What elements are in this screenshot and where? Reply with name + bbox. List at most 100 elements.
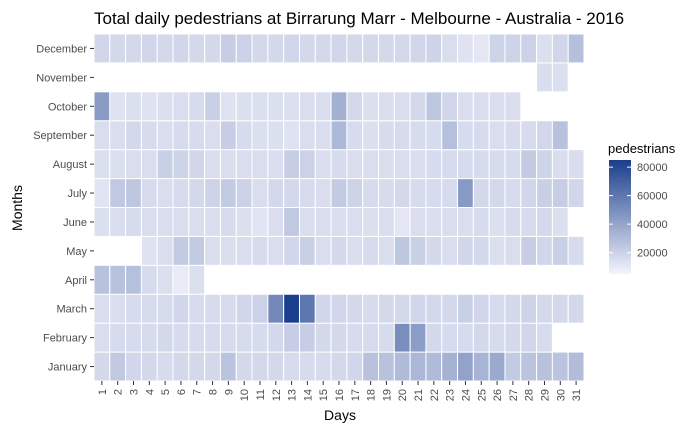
heatmap-cell bbox=[551, 293, 569, 324]
heatmap-cell bbox=[330, 293, 348, 324]
heatmap-cell bbox=[504, 322, 522, 353]
y-tick-label: December bbox=[36, 43, 87, 55]
legend-tick-label: 20000 bbox=[637, 248, 668, 260]
heatmap-cell bbox=[283, 33, 300, 64]
heatmap-cell bbox=[219, 207, 237, 237]
x-tick-label: 20 bbox=[397, 389, 409, 401]
heatmap-cell bbox=[314, 178, 332, 209]
heatmap-cell bbox=[156, 120, 174, 151]
heatmap-cell bbox=[298, 149, 316, 180]
legend-tick-label: 60000 bbox=[637, 191, 668, 203]
heatmap-cell bbox=[188, 322, 206, 353]
heatmap-cell bbox=[156, 33, 174, 64]
heatmap-cell bbox=[314, 91, 332, 122]
heatmap-cell bbox=[156, 91, 174, 122]
heatmap-cell bbox=[251, 33, 269, 64]
heatmap-cell bbox=[457, 33, 474, 64]
heatmap-cell bbox=[125, 293, 142, 324]
heatmap-cell bbox=[520, 351, 538, 382]
heatmap-cell bbox=[425, 120, 443, 151]
heatmap-cell bbox=[314, 322, 332, 353]
heatmap-cell bbox=[551, 178, 569, 209]
heatmap-cell bbox=[536, 149, 553, 180]
heatmap-cell bbox=[93, 207, 111, 237]
heatmap-cell bbox=[441, 120, 459, 151]
heatmap-cell bbox=[567, 33, 585, 64]
x-axis-title: Days bbox=[324, 407, 356, 423]
heatmap-cell bbox=[251, 91, 269, 122]
heatmap-cell bbox=[330, 235, 348, 266]
heatmap-cell bbox=[393, 120, 411, 151]
y-axis-title: Months bbox=[9, 185, 25, 231]
heatmap-cell bbox=[93, 322, 111, 353]
heatmap-cell bbox=[425, 322, 443, 353]
heatmap-cell bbox=[314, 207, 332, 237]
heatmap-cell bbox=[330, 33, 348, 64]
heatmap-cell bbox=[457, 149, 474, 180]
y-tick-label: April bbox=[65, 275, 87, 287]
heatmap-cell bbox=[346, 235, 364, 266]
heatmap-cell bbox=[441, 91, 459, 122]
heatmap-cell bbox=[298, 351, 316, 382]
x-tick-label: 27 bbox=[508, 389, 520, 401]
heatmap-cell bbox=[93, 120, 111, 151]
heatmap-cell bbox=[251, 178, 269, 209]
heatmap-cell bbox=[378, 293, 395, 324]
y-tick-label: May bbox=[66, 246, 87, 258]
heatmap-cell bbox=[346, 322, 364, 353]
heatmap-cell bbox=[109, 322, 127, 353]
heatmap-cell bbox=[235, 207, 253, 237]
heatmap-cell bbox=[125, 33, 142, 64]
heatmap-cell bbox=[140, 351, 158, 382]
heatmap-cell bbox=[504, 207, 522, 237]
heatmap-cell bbox=[140, 33, 158, 64]
heatmap-cell bbox=[93, 33, 111, 64]
heatmap-cell bbox=[378, 207, 395, 237]
heatmap-cell bbox=[109, 207, 127, 237]
heatmap-cell bbox=[140, 91, 158, 122]
heatmap-cell bbox=[457, 207, 474, 237]
x-tick-label: 21 bbox=[413, 389, 425, 401]
heatmap-cell bbox=[362, 235, 380, 266]
heatmap-cell bbox=[457, 178, 474, 209]
heatmap-cell bbox=[125, 178, 142, 209]
heatmap-cell bbox=[267, 207, 285, 237]
heatmap-cell bbox=[441, 33, 459, 64]
heatmap-cell bbox=[298, 91, 316, 122]
heatmap-cell bbox=[441, 235, 459, 266]
heatmap-cell bbox=[140, 264, 158, 295]
heatmap-cell bbox=[330, 178, 348, 209]
heatmap-cell bbox=[362, 149, 380, 180]
heatmap-cell bbox=[93, 91, 111, 122]
heatmap-cell bbox=[219, 33, 237, 64]
heatmap-cell bbox=[267, 33, 285, 64]
heatmap-cell bbox=[425, 91, 443, 122]
heatmap-cell bbox=[536, 351, 553, 382]
heatmap-cell bbox=[204, 178, 221, 209]
heatmap-cell bbox=[298, 322, 316, 353]
heatmap-cell bbox=[93, 351, 111, 382]
heatmap-cell bbox=[346, 149, 364, 180]
y-tick-label: February bbox=[43, 333, 88, 345]
heatmap-cell bbox=[156, 293, 174, 324]
heatmap-cell bbox=[536, 178, 553, 209]
heatmap-cell bbox=[172, 293, 190, 324]
x-tick-label: 30 bbox=[555, 389, 567, 401]
heatmap-cell bbox=[567, 149, 585, 180]
heatmap-cell bbox=[251, 235, 269, 266]
heatmap-cell bbox=[93, 149, 111, 180]
legend-colorbar bbox=[609, 160, 631, 274]
heatmap-cell bbox=[393, 293, 411, 324]
heatmap-cell bbox=[140, 120, 158, 151]
heatmap-cell bbox=[172, 322, 190, 353]
heatmap-cell bbox=[472, 207, 490, 237]
heatmap-cell bbox=[156, 351, 174, 382]
heatmap-cell bbox=[188, 207, 206, 237]
heatmap-cell bbox=[409, 178, 427, 209]
heatmap-cell bbox=[551, 120, 569, 151]
heatmap-cell bbox=[219, 178, 237, 209]
heatmap-cell bbox=[393, 351, 411, 382]
heatmap-cell bbox=[488, 322, 506, 353]
heatmap-cell bbox=[140, 322, 158, 353]
heatmap-cell bbox=[109, 178, 127, 209]
